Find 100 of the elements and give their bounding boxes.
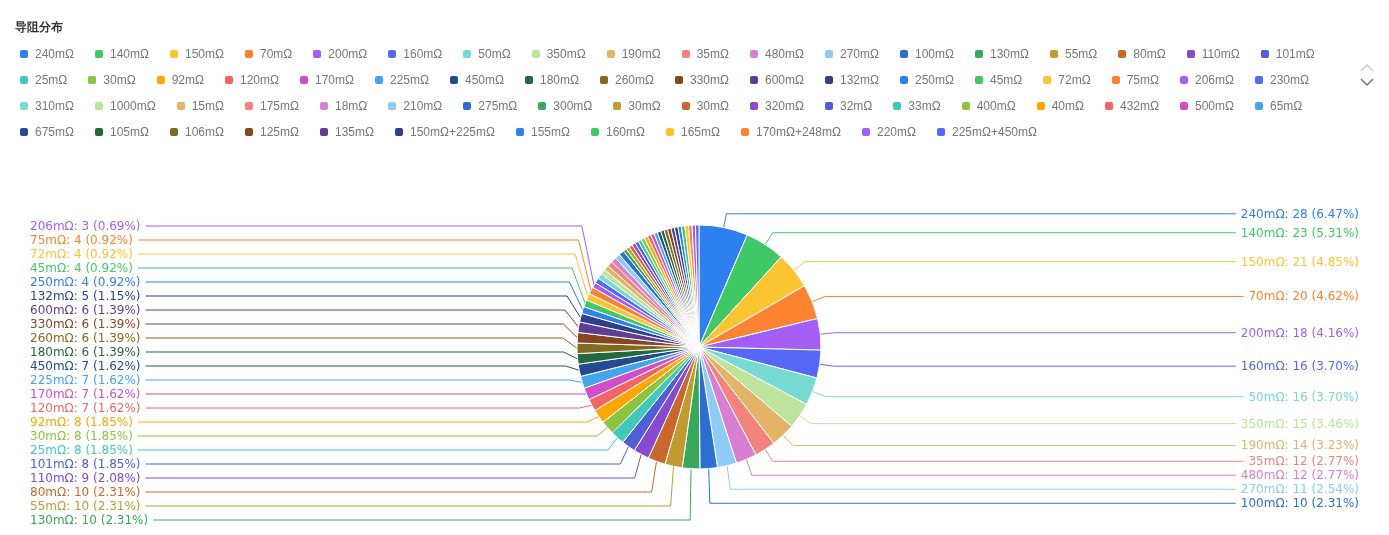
legend-label: 120mΩ (239, 73, 279, 87)
legend-label: 72mΩ (1058, 73, 1091, 87)
legend-label: 30mΩ (628, 99, 661, 113)
legend-label: 480mΩ (764, 47, 804, 61)
data-label: 70mΩ: 20 (4.62%) (1248, 289, 1359, 304)
legend-label: 110mΩ (1201, 47, 1240, 61)
data-label: 150mΩ: 21 (4.85%) (1240, 254, 1359, 269)
legend-label: 160mΩ (605, 125, 645, 139)
data-label: 250mΩ: 4 (0.92%) (30, 275, 141, 289)
legend-label: 106mΩ (185, 125, 224, 139)
legend-label: 18mΩ (335, 99, 368, 113)
data-label: 55mΩ: 10 (2.31%) (30, 499, 141, 513)
legend-label: 1000mΩ (110, 99, 156, 113)
data-label: 240mΩ: 28 (6.47%) (1240, 206, 1359, 221)
legend-label: 240mΩ (35, 47, 74, 61)
chart-title: 导阻分布 (15, 20, 63, 34)
legend-label: 40mΩ (1051, 99, 1084, 113)
data-label: 270mΩ: 11 (2.54%) (1240, 482, 1359, 497)
legend-label: 400mΩ (976, 99, 1016, 113)
legend-label: 55mΩ (1064, 47, 1098, 61)
data-label: 72mΩ: 4 (0.92%) (30, 247, 133, 261)
legend-label: 80mΩ (1133, 47, 1166, 61)
legend-label: 92mΩ (171, 73, 204, 87)
legend-label: 30mΩ (103, 73, 136, 87)
legend-label: 65mΩ (1269, 99, 1303, 113)
legend-label: 200mΩ (328, 47, 368, 61)
legend-label: 100mΩ (914, 47, 954, 61)
data-label: 132mΩ: 5 (1.15%) (30, 289, 141, 303)
data-label: 45mΩ: 4 (0.92%) (30, 261, 133, 275)
legend-label: 25mΩ (35, 73, 68, 87)
legend-label: 75mΩ (1126, 73, 1159, 87)
legend-label: 130mΩ (989, 47, 1029, 61)
data-label: 350mΩ: 15 (3.46%) (1240, 416, 1359, 431)
legend-label: 500mΩ (1194, 99, 1234, 113)
legend-label: 230mΩ (1269, 73, 1309, 87)
legend-label: 180mΩ (539, 73, 579, 87)
data-label: 225mΩ: 7 (1.62%) (30, 373, 141, 387)
data-label: 110mΩ: 9 (2.08%) (30, 471, 141, 485)
data-label: 140mΩ: 23 (5.31%) (1240, 225, 1359, 240)
legend-label: 675mΩ (35, 125, 74, 139)
legend-label: 125mΩ (260, 125, 299, 139)
legend-label: 450mΩ (464, 73, 504, 87)
legend-label: 320mΩ (764, 99, 804, 113)
legend-label: 310mΩ (35, 99, 74, 113)
data-label: 50mΩ: 16 (3.70%) (1248, 389, 1359, 404)
legend-label: 32mΩ (839, 99, 873, 113)
data-label: 160mΩ: 16 (3.70%) (1240, 359, 1359, 374)
legend-label: 225mΩ (389, 73, 429, 87)
legend-label: 250mΩ (914, 73, 954, 87)
legend-label: 150mΩ (185, 47, 224, 61)
data-label: 206mΩ: 3 (0.69%) (30, 219, 141, 233)
data-label: 190mΩ: 14 (3.23%) (1240, 438, 1359, 453)
legend-label: 132mΩ (839, 73, 879, 87)
legend-label: 135mΩ (335, 125, 374, 139)
legend-label: 45mΩ (989, 73, 1023, 87)
data-label: 92mΩ: 8 (1.85%) (30, 415, 133, 429)
legend-label: 150mΩ+225mΩ (410, 125, 495, 139)
legend-label: 140mΩ (110, 47, 149, 61)
data-label: 330mΩ: 6 (1.39%) (30, 317, 141, 331)
data-label: 170mΩ: 7 (1.62%) (30, 387, 141, 401)
legend-label: 190mΩ (621, 47, 661, 61)
legend-label: 170mΩ (314, 73, 354, 87)
legend-label: 165mΩ (680, 125, 720, 139)
data-label: 101mΩ: 8 (1.85%) (30, 457, 141, 471)
legend-label: 15mΩ (191, 99, 224, 113)
legend-label: 210mΩ (403, 99, 443, 113)
legend-label: 220mΩ (876, 125, 916, 139)
data-label: 260mΩ: 6 (1.39%) (30, 331, 141, 345)
data-label: 130mΩ: 10 (2.31%) (30, 513, 149, 527)
data-label: 120mΩ: 7 (1.62%) (30, 401, 141, 415)
data-label: 30mΩ: 8 (1.85%) (30, 429, 133, 443)
legend-label: 206mΩ (1194, 73, 1234, 87)
data-label: 200mΩ: 18 (4.16%) (1240, 325, 1359, 340)
data-label: 35mΩ: 12 (2.77%) (1248, 454, 1359, 469)
legend-label: 170mΩ+248mΩ (755, 125, 841, 139)
legend-label: 160mΩ (403, 47, 443, 61)
legend-label: 33mΩ (908, 99, 941, 113)
legend-label: 300mΩ (553, 99, 593, 113)
legend-label: 275mΩ (478, 99, 518, 113)
data-label: 75mΩ: 4 (0.92%) (30, 233, 133, 247)
legend-label: 270mΩ (839, 47, 879, 61)
data-label: 100mΩ: 10 (2.31%) (1240, 496, 1359, 511)
data-label: 180mΩ: 6 (1.39%) (30, 345, 141, 359)
legend-label: 50mΩ (478, 47, 511, 61)
legend-label: 600mΩ (764, 73, 804, 87)
legend-label: 70mΩ (260, 47, 293, 61)
data-label: 600mΩ: 6 (1.39%) (30, 303, 141, 317)
legend-label: 105mΩ (110, 125, 149, 139)
legend-label: 101mΩ (1275, 47, 1315, 61)
legend-label: 260mΩ (614, 73, 654, 87)
legend-label: 350mΩ (546, 47, 586, 61)
legend-label: 175mΩ (260, 99, 299, 113)
data-label: 80mΩ: 10 (2.31%) (30, 485, 141, 499)
data-label: 25mΩ: 8 (1.85%) (30, 443, 133, 457)
legend-label: 432mΩ (1119, 99, 1159, 113)
legend-label: 225mΩ+450mΩ (951, 125, 1037, 139)
legend-label: 330mΩ (689, 73, 729, 87)
legend-label: 155mΩ (530, 125, 570, 139)
data-label: 480mΩ: 12 (2.77%) (1240, 468, 1359, 483)
data-label: 450mΩ: 7 (1.62%) (30, 359, 141, 373)
